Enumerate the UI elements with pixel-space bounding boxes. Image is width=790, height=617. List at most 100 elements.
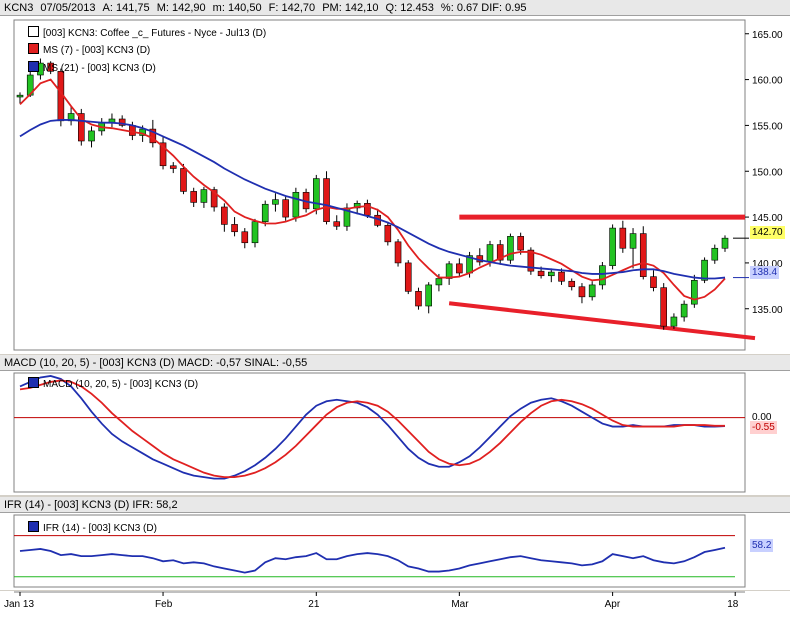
candle-body — [415, 291, 422, 307]
candle-body — [496, 244, 504, 261]
candle-body — [619, 227, 627, 249]
legend-instrument-swatch — [28, 26, 39, 37]
ifr-value-label: 58.2 — [750, 539, 774, 552]
macd-pane[interactable]: MACD (10, 20, 5) - [003] KCN3 (D) 0.00 -… — [0, 371, 790, 495]
candle-body — [292, 192, 300, 218]
ifr-chart[interactable] — [0, 513, 790, 590]
legend-instrument-label: [003] KCN3: Coffee _c_ Futures - Nyce - … — [43, 28, 267, 39]
support-trendline — [448, 301, 756, 341]
candle-body — [486, 244, 494, 263]
candle-body — [670, 316, 678, 327]
legend-ma7: MS (7) - [003] KCN3 (D) — [28, 43, 150, 57]
ma21-line — [19, 119, 726, 280]
candle-body — [425, 284, 432, 307]
candle-body — [323, 178, 330, 222]
ma-value-label: 138.4 — [750, 266, 780, 279]
candle-body — [527, 249, 535, 272]
candle-body — [343, 207, 351, 227]
x-axis-pane: Jan 13Feb21MarApr18May — [0, 591, 790, 614]
candle-body — [190, 191, 197, 203]
last-price-label: 142.70 — [750, 226, 785, 239]
candle-body — [78, 113, 85, 142]
candle-body — [272, 199, 279, 205]
candle-body — [537, 270, 545, 277]
ifr-pane[interactable]: IFR (14) - [003] KCN3 (D) 58.2 — [0, 513, 790, 590]
header-date: 07/05/2013 — [40, 2, 96, 14]
candle-body — [333, 221, 341, 227]
candle-body — [445, 263, 453, 279]
candle-body — [650, 276, 657, 288]
header-change: %: 0.67 DIF: 0.95 — [440, 2, 527, 14]
candle-body — [558, 271, 565, 282]
macd-header: MACD (10, 20, 5) - [003] KCN3 (D) MACD: … — [0, 355, 790, 371]
legend-ma21: MS (21) - [003] KCN3 (D) — [28, 61, 156, 75]
x-tick-label: Feb — [155, 599, 173, 610]
candle-body — [210, 189, 218, 208]
price-pane[interactable]: 135.00 140.00 145.00 150.00 155.00 160.00 165.… — [0, 16, 790, 354]
macd-chart[interactable] — [0, 371, 790, 495]
candle-body — [47, 62, 54, 72]
candle-body — [394, 241, 402, 264]
macd-legend-label: MACD (10, 20, 5) - [003] KCN3 (D) — [43, 379, 199, 390]
legend-instrument: [003] KCN3: Coffee _c_ Futures - Nyce - … — [28, 26, 266, 40]
candle-body — [456, 263, 463, 274]
price-chart[interactable]: 135.00 140.00 145.00 150.00 155.00 160.00 165.… — [0, 16, 790, 354]
legend-ma7-label: MS (7) - [003] KCN3 (D) — [43, 45, 151, 56]
candle-body — [404, 262, 412, 292]
candle-body — [435, 278, 443, 286]
candle-body — [721, 237, 729, 249]
x-axis: Jan 13Feb21MarApr18May — [4, 591, 745, 610]
price-y-tick-label: 145.00 — [752, 213, 783, 224]
candle-body — [282, 199, 289, 218]
candle-body — [578, 286, 586, 298]
candle-body — [629, 233, 637, 249]
candle-body — [680, 303, 688, 318]
header-close: F: 142,70 — [268, 2, 316, 14]
candle-body — [251, 221, 259, 244]
candle-body — [364, 203, 371, 216]
candle-body — [200, 189, 208, 203]
ifr-legend: IFR (14) - [003] KCN3 (D) — [28, 521, 157, 535]
candle-body — [118, 118, 126, 126]
candle-body — [701, 259, 708, 281]
x-tick-label: Jan 13 — [4, 599, 34, 610]
candle-body — [169, 165, 177, 169]
candle-body — [588, 284, 596, 298]
candle-body — [159, 142, 167, 167]
ifr-plot-area — [13, 514, 746, 588]
header-low: m: 140,50 — [212, 2, 262, 14]
price-y-tick-label: 135.00 — [752, 305, 783, 316]
candle-body — [67, 113, 75, 122]
candle-body — [231, 224, 238, 233]
x-tick-label: 21 — [308, 599, 320, 610]
macd-zero-label: 0.00 — [752, 412, 772, 423]
candle-body — [353, 203, 361, 209]
candle-body — [691, 280, 698, 305]
candle-body — [660, 287, 667, 327]
x-tick-label: Mar — [451, 599, 469, 610]
header-quantity: Q: 12.453 — [385, 2, 434, 14]
candle-body — [261, 203, 269, 222]
price-y-tick-label: 165.00 — [752, 30, 783, 41]
candle-body — [180, 168, 187, 192]
price-y-tick-label: 160.00 — [752, 76, 783, 87]
header-high: M: 142,90 — [156, 2, 206, 14]
candle-body — [639, 233, 647, 277]
candle-body — [221, 206, 228, 225]
header-open: A: 141,75 — [102, 2, 150, 14]
macd-line — [19, 375, 726, 480]
candle-body — [517, 236, 524, 251]
legend-ma7-swatch — [28, 43, 39, 54]
candle-body — [384, 225, 392, 243]
legend-ma21-label: MS (21) - [003] KCN3 (D) — [43, 63, 156, 74]
price-y-tick-label: 150.00 — [752, 167, 783, 178]
ifr-header-text: IFR (14) - [003] KCN3 (D) IFR: 58,2 — [4, 499, 178, 511]
price-y-tick-label: 155.00 — [752, 121, 783, 132]
candle-body — [599, 265, 606, 286]
ifr-line — [19, 546, 726, 574]
signal-line — [19, 379, 725, 479]
macd-legend: MACD (10, 20, 5) - [003] KCN3 (D) — [28, 377, 198, 391]
candle-body — [568, 280, 576, 288]
ma7-line — [19, 78, 726, 301]
